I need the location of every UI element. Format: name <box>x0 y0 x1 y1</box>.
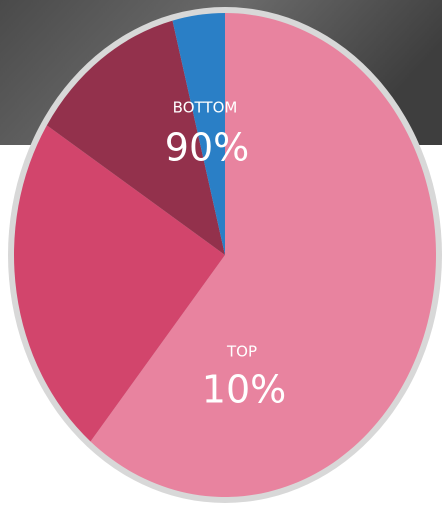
annotation: 10% <box>202 368 286 412</box>
annotation: TOP <box>226 343 257 361</box>
pie-slice <box>90 13 437 498</box>
pie-slice <box>14 125 226 442</box>
pie-slice <box>46 20 226 255</box>
annotation: BOTTOM <box>173 99 238 117</box>
annotation: 90% <box>165 126 249 170</box>
pie-slice <box>172 13 225 255</box>
pie <box>14 13 437 498</box>
